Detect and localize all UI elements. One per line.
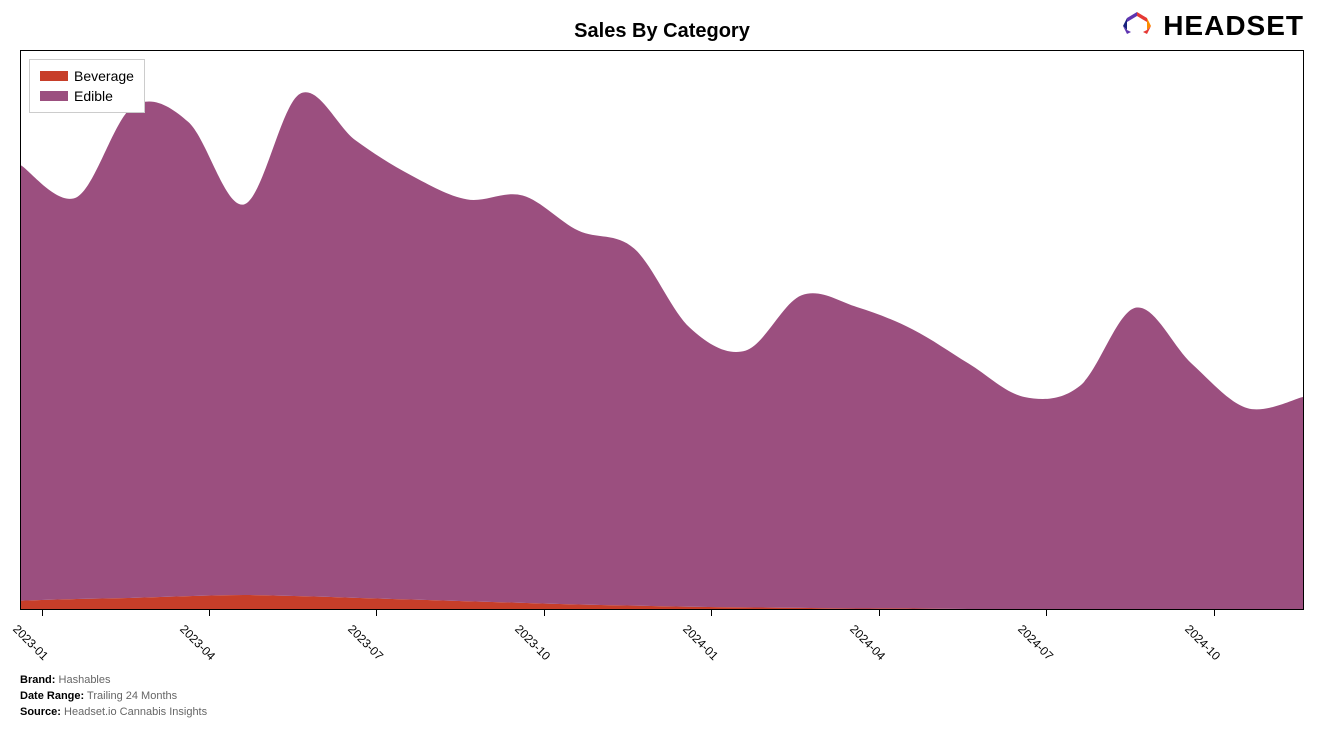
footer-source-value: Headset.io Cannabis Insights	[64, 706, 207, 718]
legend-label: Beverage	[74, 66, 134, 86]
chart-container: HEADSET Sales By Category BeverageEdible…	[0, 0, 1324, 738]
x-tick-mark	[711, 610, 712, 616]
x-tick: 2023-07	[355, 610, 399, 636]
x-tick: 2023-04	[187, 610, 231, 636]
x-tick-label: 2024-10	[1182, 622, 1223, 663]
x-tick-mark	[544, 610, 545, 616]
plot-area: BeverageEdible	[20, 50, 1304, 610]
chart-title: Sales By Category	[574, 20, 750, 43]
x-tick-label: 2023-10	[513, 622, 554, 663]
x-tick-mark	[879, 610, 880, 616]
x-tick: 2024-10	[1192, 610, 1236, 636]
footer-daterange-value: Trailing 24 Months	[87, 690, 177, 702]
x-tick-label: 2023-07	[345, 622, 386, 663]
x-tick-label: 2024-04	[847, 622, 888, 663]
logo-icon	[1119, 8, 1155, 44]
x-tick-mark	[376, 610, 377, 616]
x-tick: 2024-04	[857, 610, 901, 636]
x-tick-label: 2024-07	[1015, 622, 1056, 663]
x-tick-label: 2024-01	[680, 622, 721, 663]
footer-daterange: Date Range: Trailing 24 Months	[20, 688, 207, 704]
area-series-edible	[21, 92, 1303, 609]
legend-item-edible: Edible	[40, 86, 134, 106]
x-tick-label: 2023-01	[10, 622, 51, 663]
footer-daterange-label: Date Range:	[20, 690, 84, 702]
x-tick: 2023-01	[20, 610, 64, 636]
footer-brand: Brand: Hashables	[20, 672, 207, 688]
logo-text: HEADSET	[1163, 10, 1304, 42]
legend-label: Edible	[74, 86, 113, 106]
footer-source: Source: Headset.io Cannabis Insights	[20, 704, 207, 720]
legend-swatch	[40, 71, 68, 81]
footer-source-label: Source:	[20, 706, 61, 718]
x-tick-label: 2023-04	[178, 622, 219, 663]
legend: BeverageEdible	[29, 59, 145, 113]
x-tick-mark	[42, 610, 43, 616]
legend-swatch	[40, 91, 68, 101]
legend-item-beverage: Beverage	[40, 66, 134, 86]
x-tick: 2023-10	[522, 610, 566, 636]
x-tick: 2024-07	[1025, 610, 1069, 636]
headset-logo: HEADSET	[1119, 8, 1304, 44]
chart-footer: Brand: Hashables Date Range: Trailing 24…	[20, 672, 207, 720]
x-axis: 2023-012023-042023-072023-102024-012024-…	[20, 610, 1304, 660]
x-tick-mark	[209, 610, 210, 616]
area-chart-svg	[21, 51, 1303, 609]
footer-brand-label: Brand:	[20, 674, 55, 686]
x-tick-mark	[1214, 610, 1215, 616]
x-tick-mark	[1046, 610, 1047, 616]
x-tick: 2024-01	[690, 610, 734, 636]
footer-brand-value: Hashables	[59, 674, 111, 686]
